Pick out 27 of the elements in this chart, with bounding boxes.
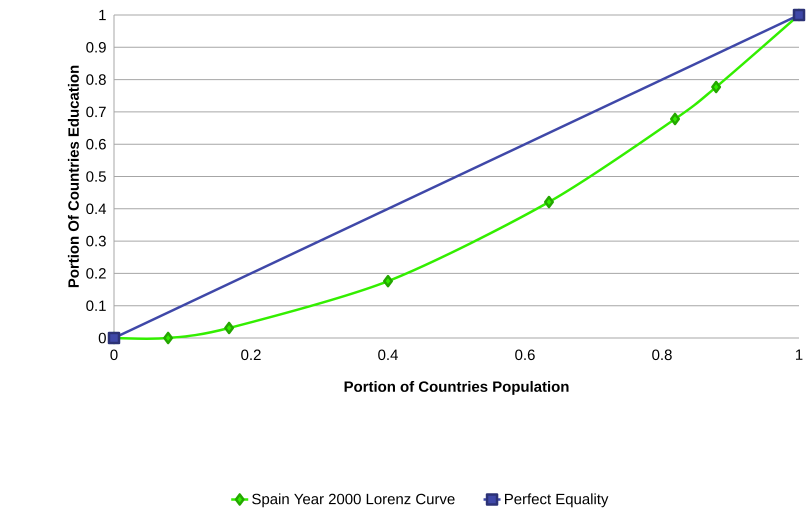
x-tick-label: 0	[110, 350, 118, 360]
point	[544, 196, 554, 208]
y-tick-label: 0.1	[86, 300, 106, 311]
x-tick-label: 0.2	[241, 350, 261, 360]
y-tick-label: 0.4	[86, 204, 106, 214]
y-tick-label: 0.5	[86, 171, 106, 182]
point	[670, 112, 680, 126]
point	[224, 322, 234, 334]
y-tick-label: 0.7	[86, 106, 106, 118]
y-tick-label: 1	[99, 10, 106, 20]
point	[383, 274, 394, 288]
legend-label: Spain Year 2000 Lorenz Curve	[252, 493, 455, 508]
x-axis-title: Portion of Countries Population	[344, 380, 568, 395]
legend-label: Perfect Equality	[505, 493, 608, 508]
x-tick-label: 0.6	[515, 350, 535, 360]
point	[711, 80, 722, 94]
y-tick-label: 0.2	[86, 268, 106, 279]
x-tick-label: 0.8	[652, 350, 672, 360]
y-tick-label: 0.8	[86, 74, 106, 85]
point	[163, 332, 174, 344]
x-tick-label: 0.4	[378, 350, 398, 360]
y-tick-label: 0.6	[86, 138, 106, 150]
x-tick-label: 1	[796, 350, 802, 360]
y-tick-label: 0	[98, 332, 106, 344]
y-axis-title: Portion Of Countries Education	[68, 66, 79, 288]
y-tick-label: 0.9	[86, 42, 106, 53]
y-tick-label: 0.3	[86, 236, 106, 246]
